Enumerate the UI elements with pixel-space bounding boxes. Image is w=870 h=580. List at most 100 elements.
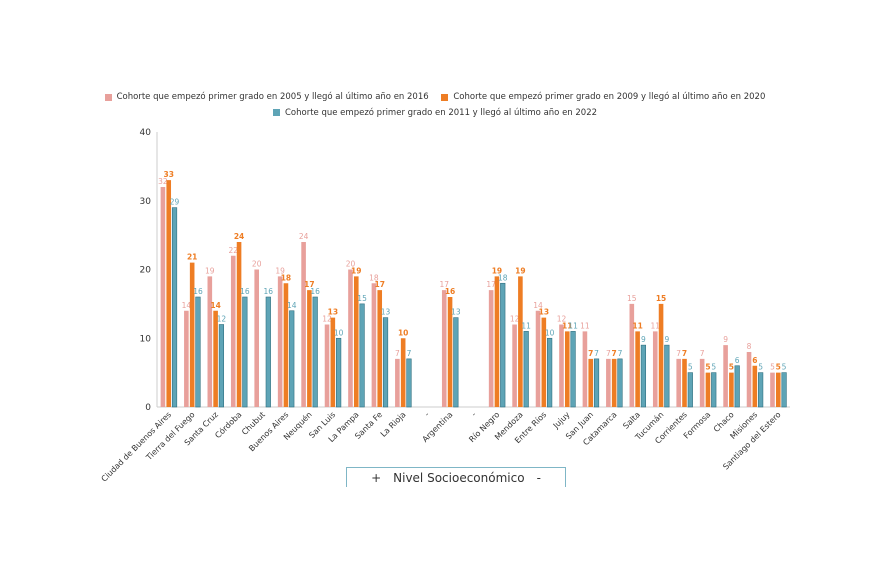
bar-data-label: 33 xyxy=(164,170,174,179)
x-category-label: La Rioja xyxy=(379,410,408,439)
bar xyxy=(687,372,693,408)
bar-data-label: 15 xyxy=(627,294,637,303)
y-tick-label: 0 xyxy=(145,403,151,413)
bar xyxy=(734,365,740,408)
legend-swatch-2022 xyxy=(272,109,280,116)
bar xyxy=(588,358,594,407)
bar-data-label: 16 xyxy=(445,287,455,296)
bar xyxy=(400,338,406,407)
bar xyxy=(758,372,764,408)
y-tick-label: 40 xyxy=(140,128,152,138)
bar-data-label: 9 xyxy=(723,335,728,344)
legend-label-2016: Cohorte que empezó primer grado en 2005 … xyxy=(116,92,429,102)
y-tick-label: 20 xyxy=(140,266,152,276)
bar-data-label: 7 xyxy=(407,349,412,358)
legend-item-2020[interactable]: Cohorte que empezó primer grado en 2009 … xyxy=(441,90,765,104)
bar xyxy=(535,310,541,407)
bar-data-label: 16 xyxy=(264,287,274,296)
bar xyxy=(447,297,453,407)
bar-data-label: 17 xyxy=(304,280,314,289)
x-category-label: - xyxy=(423,410,431,418)
bar-data-label: 11 xyxy=(568,321,578,330)
collapse-minus-icon[interactable]: - xyxy=(536,470,541,485)
bar xyxy=(236,242,242,407)
bar-data-label: 19 xyxy=(515,266,525,275)
bar xyxy=(277,276,283,407)
bar xyxy=(729,372,734,407)
bar xyxy=(676,358,681,407)
bar xyxy=(230,255,236,407)
expand-plus-icon[interactable]: + xyxy=(371,470,382,485)
nivel-socioeconomico-toggle[interactable]: + Nivel Socioeconómico - xyxy=(346,467,566,487)
bar xyxy=(371,283,377,407)
legend-swatch-2016 xyxy=(104,93,112,101)
bar-data-label: 15 xyxy=(656,294,666,303)
bar xyxy=(189,262,195,407)
bar-data-label: 29 xyxy=(170,198,180,207)
bar-data-label: 32 xyxy=(158,177,168,186)
bar xyxy=(711,372,717,408)
bar xyxy=(582,331,588,407)
bar-data-label: 5 xyxy=(729,363,734,372)
bar-data-label: 11 xyxy=(521,321,531,330)
bar xyxy=(547,337,553,408)
bar xyxy=(494,276,500,407)
bar xyxy=(570,331,576,408)
bar-data-label: 7 xyxy=(676,349,681,358)
bar xyxy=(500,282,506,408)
bar xyxy=(395,358,400,407)
bar xyxy=(289,310,295,408)
bar xyxy=(559,324,564,407)
bar-data-label: 19 xyxy=(205,266,215,275)
bar xyxy=(441,290,447,407)
bar-data-label: 7 xyxy=(700,349,705,358)
bar xyxy=(336,337,342,408)
bar xyxy=(301,242,306,407)
bar-data-label: 11 xyxy=(580,321,590,330)
bar-data-label: 7 xyxy=(612,349,617,358)
y-tick-label: 30 xyxy=(140,197,152,207)
x-category-label: Salta xyxy=(621,410,642,431)
bar xyxy=(382,317,389,408)
bar xyxy=(699,358,705,407)
bar-data-label: 7 xyxy=(588,349,593,358)
bar-data-label: 5 xyxy=(711,363,716,372)
bar-data-label: 7 xyxy=(594,349,599,358)
bar-data-label: 18 xyxy=(498,273,508,282)
bar xyxy=(254,269,259,407)
legend-item-2016[interactable]: Cohorte que empezó primer grado en 2005 … xyxy=(104,90,429,104)
bar-data-label: 12 xyxy=(510,315,520,324)
bar-data-label: 11 xyxy=(632,321,642,330)
bar-data-label: 16 xyxy=(193,287,203,296)
bar xyxy=(218,324,225,408)
bar-data-label: 16 xyxy=(240,287,250,296)
bar xyxy=(775,372,781,407)
bar-data-label: 12 xyxy=(322,315,332,324)
bar-data-label: 5 xyxy=(688,363,693,372)
legend-label-2020: Cohorte que empezó primer grado en 2009 … xyxy=(453,92,766,102)
bar xyxy=(512,324,517,407)
bar xyxy=(213,310,218,407)
bar xyxy=(307,290,312,407)
bar xyxy=(406,358,412,408)
bar-data-label: 10 xyxy=(398,328,408,337)
chart-legend: Cohorte que empezó primer grado en 2005 … xyxy=(0,90,870,121)
bar-data-label: 14 xyxy=(182,301,192,310)
bar xyxy=(664,344,670,408)
bar-data-label: 20 xyxy=(346,260,356,269)
bar-data-label: 16 xyxy=(310,287,320,296)
bar xyxy=(658,303,664,407)
bar-data-label: 19 xyxy=(492,266,502,275)
bar xyxy=(353,276,359,407)
bar-data-label: 9 xyxy=(664,335,669,344)
bar xyxy=(523,331,529,408)
bar-data-label: 10 xyxy=(545,328,555,337)
bar xyxy=(781,372,787,408)
bar xyxy=(752,365,758,407)
legend-item-2022[interactable]: Cohorte que empezó primer grado en 2011 … xyxy=(272,106,597,120)
bar xyxy=(283,283,289,407)
bar-data-label: 7 xyxy=(395,349,400,358)
bar-data-label: 12 xyxy=(557,315,567,324)
bar xyxy=(242,296,248,408)
